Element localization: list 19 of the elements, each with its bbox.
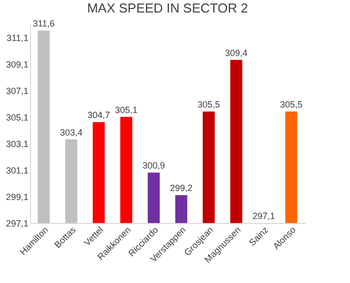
chart-title: MAX SPEED IN SECTOR 2 [87, 0, 248, 16]
y-tick-label: 311,1 [6, 32, 28, 43]
y-tick-label: 301,1 [6, 165, 28, 176]
data-label: 309,4 [224, 48, 248, 58]
y-tick-label: 305,1 [6, 112, 28, 122]
y-tick-label: 297,1 [6, 218, 28, 228]
data-label: 305,5 [280, 100, 303, 110]
data-label: 303,4 [60, 127, 83, 138]
y-tick-label: 309,1 [6, 59, 28, 70]
y-tick-label: 299,1 [6, 192, 28, 202]
data-label: 304,7 [87, 110, 110, 120]
data-label: 300,9 [142, 160, 166, 171]
data-label: 297,1 [252, 211, 276, 221]
data-label: 299,2 [170, 183, 193, 194]
data-label: 305,5 [197, 100, 220, 110]
y-tick-label: 307,1 [6, 86, 28, 96]
data-label: 305,1 [114, 104, 138, 115]
data-label: 311,6 [32, 18, 55, 29]
y-tick-label: 303,1 [6, 138, 28, 149]
